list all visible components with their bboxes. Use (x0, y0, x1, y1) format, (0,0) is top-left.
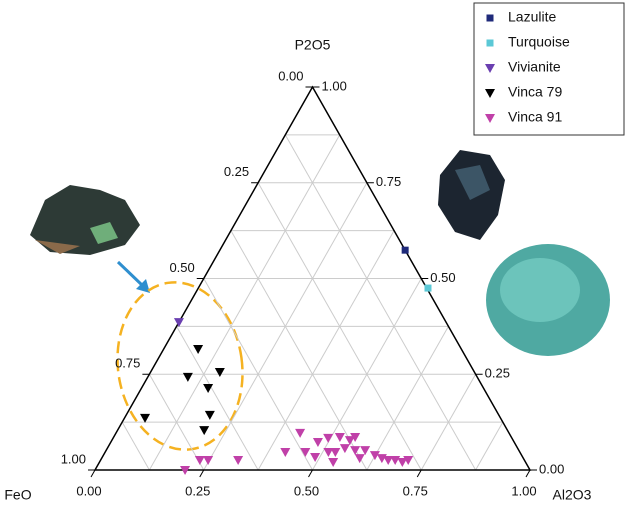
left-tick-label: 0.50 (169, 260, 194, 275)
data-point (350, 446, 361, 456)
data-point (312, 438, 323, 448)
data-point (354, 454, 365, 464)
data-point (203, 384, 214, 394)
grid-line (366, 326, 449, 471)
legend-symbol (485, 114, 495, 123)
mineral-photo (438, 150, 505, 240)
grid-line (230, 230, 368, 471)
data-point (339, 444, 350, 454)
tick-mark (525, 469, 531, 478)
left-tick-label: 1.00 (61, 451, 86, 466)
data-point (397, 457, 408, 467)
data-point (203, 456, 214, 466)
bottom-tick-label: 0.75 (403, 483, 428, 498)
legend-symbol (485, 64, 495, 73)
data-point (173, 318, 184, 328)
axis-title: P2O5 (295, 37, 331, 53)
arrow (116, 260, 150, 293)
data-point (403, 456, 414, 466)
bottom-tick-label: 0.50 (294, 483, 319, 498)
tick-mark (90, 469, 96, 478)
data-point (350, 433, 361, 443)
data-point (180, 466, 191, 475)
data-point (323, 433, 334, 443)
legend-label: Vinca 91 (508, 109, 562, 125)
legend-box (473, 2, 625, 136)
legend-symbol (486, 39, 494, 47)
legend-symbol (485, 89, 495, 98)
left-tick-label: 0.75 (115, 356, 140, 371)
left-tick-label: 0.00 (278, 68, 303, 83)
legend-label: Vivianite (508, 59, 561, 75)
tick-mark (199, 469, 205, 478)
data-point (369, 451, 380, 461)
data-point (214, 367, 225, 377)
data-point (204, 410, 215, 420)
grid-line (176, 326, 259, 471)
data-point (280, 447, 291, 457)
tick-mark (308, 469, 313, 478)
tick-mark (416, 469, 422, 478)
axis-title: Al2O3 (553, 487, 592, 503)
legend-symbol (486, 14, 494, 22)
right-tick-label: 0.50 (430, 270, 455, 285)
right-tick-label: 0.75 (376, 174, 401, 189)
bottom-tick-label: 1.00 (511, 483, 536, 498)
right-tick-label: 0.00 (539, 461, 564, 476)
data-point (330, 447, 341, 457)
data-point (401, 246, 409, 254)
data-point (199, 426, 210, 436)
grid-line (148, 134, 341, 471)
data-point (295, 428, 306, 438)
legend-label: Turquoise (508, 34, 570, 50)
right-tick-label: 1.00 (322, 78, 347, 93)
left-tick-label: 0.25 (224, 164, 249, 179)
bottom-tick-label: 0.00 (76, 483, 101, 498)
grid-line (475, 421, 504, 471)
data-point (344, 436, 355, 446)
grid-line (257, 230, 395, 471)
data-point (193, 344, 204, 354)
right-tick-label: 0.25 (485, 366, 510, 381)
data-point (323, 447, 334, 457)
bottom-tick-label: 0.25 (185, 483, 210, 498)
mineral-photo (30, 185, 140, 255)
axis-title: FeO (4, 487, 31, 503)
data-point (182, 372, 193, 382)
grid-line (284, 134, 477, 471)
data-point (383, 456, 394, 466)
data-point (334, 433, 345, 443)
data-point (390, 456, 401, 466)
data-point (233, 456, 244, 466)
data-point (140, 413, 151, 423)
grid-line (121, 421, 150, 471)
data-point (328, 457, 339, 467)
data-point (310, 452, 321, 462)
data-point (194, 456, 205, 466)
legend-label: Vinca 79 (508, 84, 562, 100)
data-point (360, 446, 371, 456)
mineral-photo (486, 244, 610, 356)
grid-line (203, 278, 313, 471)
data-point (424, 284, 432, 292)
data-point (300, 447, 311, 457)
legend-label: Lazulite (508, 9, 556, 25)
